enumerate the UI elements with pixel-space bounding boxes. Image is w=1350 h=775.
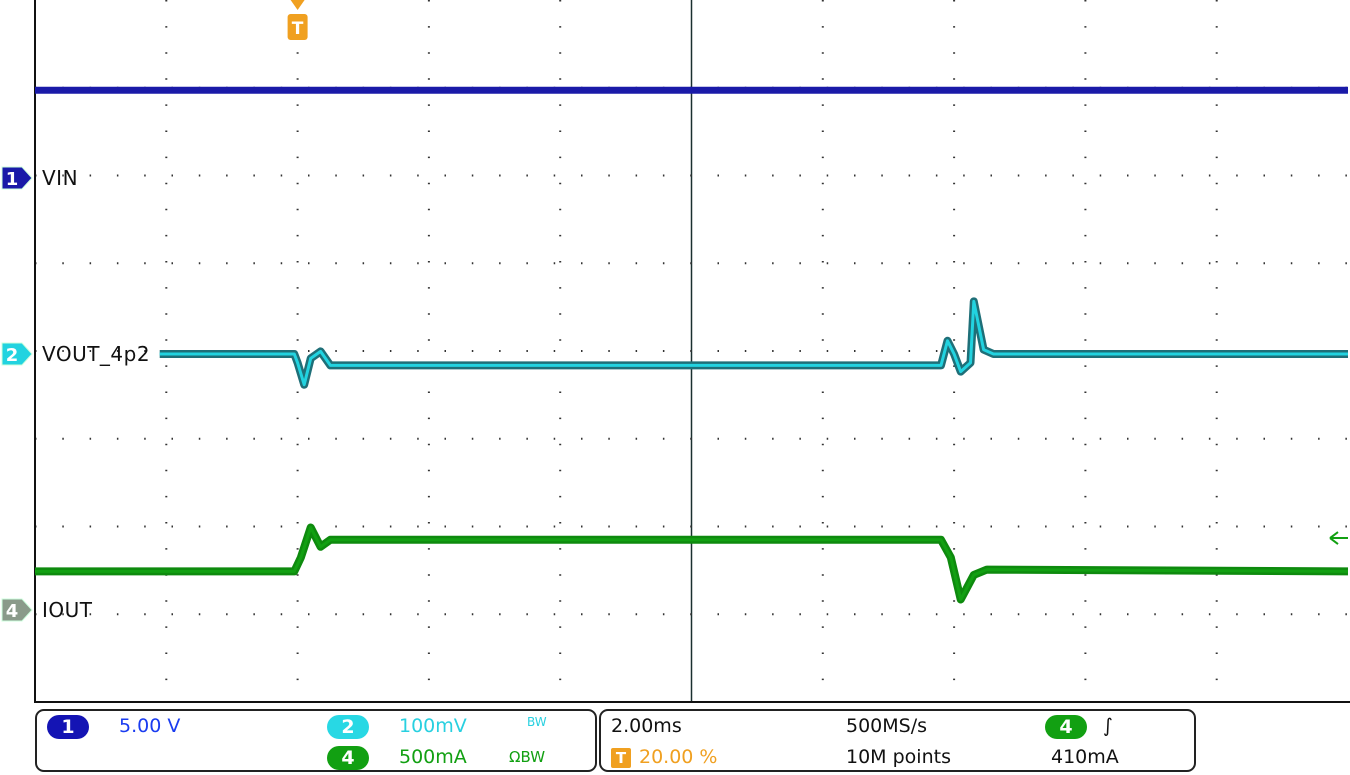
ch2-marker-number: 2 (6, 345, 19, 366)
ch1-badge[interactable]: 1 (47, 715, 89, 739)
trigger-source-badge[interactable]: 4 (1045, 715, 1087, 739)
trigger-position-arrow-icon (290, 0, 305, 10)
sample-rate: 500MS/s (846, 715, 928, 737)
ch2-bandwidth-icon: BW (527, 715, 547, 729)
ch4-scale: 500mA (399, 746, 467, 768)
scope-display: 1 2 4 T (1, 0, 1350, 703)
trigger-position-icon: T (611, 748, 631, 768)
trigger-position: 20.00 % (639, 746, 718, 768)
ch2-scale: 100mV (399, 715, 467, 737)
ch4-marker-icon (1, 598, 33, 622)
ch2-label: VOUT_4p2 (42, 342, 151, 366)
ch1-scale: 5.00 V (119, 715, 181, 737)
ch4-marker-number: 4 (6, 601, 19, 622)
trace-iout (35, 526, 1349, 601)
horizontal-trigger-panel[interactable]: 2.00ms 500MS/s 4 ∫ T 20.00 % 10M points … (599, 709, 1196, 772)
ch2-marker-icon (1, 342, 33, 366)
ch1-marker-icon (1, 166, 33, 190)
trace-vout_4p2 (159, 299, 1348, 387)
trigger-position-letter: T (292, 19, 304, 39)
ch4-badge[interactable]: 4 (327, 746, 369, 770)
ch1-marker-number: 1 (6, 169, 19, 190)
record-length: 10M points (846, 746, 951, 768)
trigger-level: 410mA (1051, 746, 1119, 768)
waveform-traces (35, 86, 1349, 604)
ch4-label: IOUT (42, 598, 93, 622)
trigger-position-icon (287, 14, 308, 40)
timebase: 2.00ms (611, 715, 682, 737)
trigger-slope-icon: ∫ (1103, 715, 1113, 737)
trigger-level-arrow-icon (1329, 531, 1348, 545)
ch4-termination-bandwidth-icon: ΩBW (509, 748, 546, 766)
vertical-settings-panel[interactable]: 1 5.00 V 2 100mV BW 4 500mA ΩBW (35, 709, 597, 772)
graticule-border (34, 0, 1350, 703)
ch2-badge[interactable]: 2 (327, 715, 369, 739)
channel-markers: 1 2 4 T (1, 0, 1348, 622)
trace-envelope-vout_4p2 (159, 297, 1348, 389)
ch1-label: VIN (42, 166, 79, 190)
